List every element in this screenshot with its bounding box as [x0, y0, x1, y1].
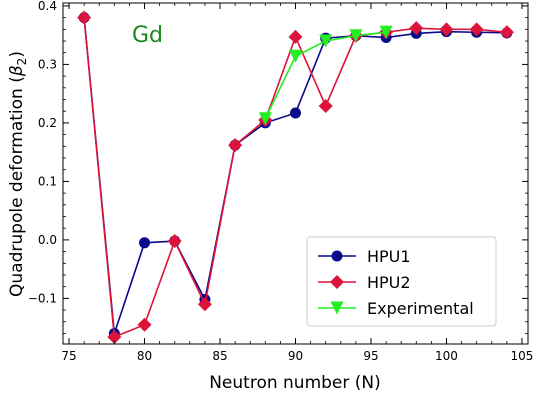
legend-marker-hpu1: [331, 250, 343, 262]
series-layer: [77, 10, 514, 344]
legend-marker-experimental: [330, 301, 344, 315]
data-point-hpu2: [499, 25, 514, 40]
data-point-experimental: [258, 112, 272, 126]
legend-box: [306, 236, 497, 327]
x-tick-label: 100: [435, 349, 458, 363]
data-point-hpu2: [107, 329, 122, 344]
data-point-hpu2: [318, 98, 333, 113]
annotation-gd: Gd: [132, 23, 163, 48]
x-tick-label: 80: [137, 349, 152, 363]
x-tick-label: 85: [212, 349, 227, 363]
data-point-hpu2: [137, 317, 152, 332]
x-tick-label: 95: [363, 349, 378, 363]
data-point-hpu1: [139, 237, 151, 249]
data-point-experimental: [289, 49, 302, 63]
data-point-hpu2: [288, 29, 303, 44]
y-tick-label: 0.1: [38, 174, 57, 188]
data-point-hpu1: [290, 107, 301, 119]
data-point-experimental: [319, 34, 333, 48]
x-tick-label: 90: [288, 349, 303, 363]
legend: HPU1 HPU2 Experimental: [306, 236, 497, 327]
y-axis-label-suffix: ): [7, 51, 27, 58]
series-experimental: [258, 25, 393, 126]
y-axis-label: Quadrupole deformation (β2): [7, 51, 29, 297]
y-tick-label: 0.2: [38, 116, 57, 130]
y-axis-label-sub: 2: [15, 58, 29, 66]
data-point-hpu2: [469, 22, 484, 37]
data-point-hpu2: [77, 10, 92, 25]
data-point-hpu2: [439, 22, 454, 37]
ticks-layer: 75 80 85 90 95 100 105 −0.1 0.0 0.1 0.2 0.3 0.4: [28, 0, 534, 363]
x-tick-label: 105: [511, 349, 534, 363]
y-tick-label: −0.1: [28, 291, 57, 305]
legend-label-experimental: Experimental: [367, 299, 474, 318]
legend-marker-hpu2: [330, 275, 344, 289]
y-axis-label-symbol: β: [7, 65, 27, 77]
y-tick-label: 0.4: [38, 0, 57, 13]
data-point-experimental: [379, 25, 393, 39]
data-point-hpu2: [409, 21, 424, 36]
x-tick-label: 75: [61, 349, 76, 363]
data-point-hpu2: [197, 297, 212, 312]
y-tick-label: 0.3: [38, 57, 57, 71]
data-point-hpu2: [228, 138, 243, 153]
legend-label-hpu2: HPU2: [367, 273, 411, 292]
legend-label-hpu1: HPU1: [367, 247, 411, 266]
x-axis-label: Neutron number (N): [209, 373, 381, 393]
y-axis-label-prefix: Quadrupole deformation (: [7, 76, 27, 297]
data-point-experimental: [349, 29, 363, 43]
data-point-hpu2: [167, 234, 182, 249]
y-tick-label: 0.0: [38, 233, 57, 247]
